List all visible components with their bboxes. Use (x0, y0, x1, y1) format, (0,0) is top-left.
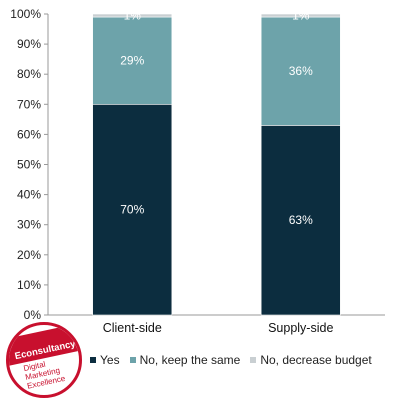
legend: Yes No, keep the same No, decrease budget (90, 353, 372, 367)
bar-segment (260, 125, 341, 316)
legend-swatch (90, 357, 96, 363)
legend-item: Yes (90, 353, 120, 367)
y-tick-label: 90% (17, 37, 41, 51)
x-category-label: Client-side (103, 321, 162, 335)
bar-segment (260, 16, 341, 126)
legend-label: Yes (100, 353, 120, 367)
data-label: 1% (124, 9, 142, 23)
data-label: 1% (292, 9, 310, 23)
y-tick-label: 30% (17, 218, 41, 232)
x-category-label: Supply-side (268, 321, 333, 335)
legend-label: No, decrease budget (260, 353, 372, 367)
y-tick-label: 40% (17, 188, 41, 202)
legend-item: No, decrease budget (250, 353, 372, 367)
y-tick-label: 20% (17, 248, 41, 262)
y-tick-label: 10% (17, 278, 41, 292)
legend-label: No, keep the same (139, 353, 241, 367)
econsultancy-logo: Econsultancy Digital Marketing Excellenc… (6, 322, 82, 398)
y-tick-label: 70% (17, 97, 41, 111)
bar-segment (92, 16, 173, 105)
data-label: 63% (289, 213, 313, 227)
y-tick-label: 80% (17, 67, 41, 81)
bar-segment (92, 13, 173, 18)
legend-item: No, keep the same (129, 353, 241, 367)
y-tick-label: 100% (10, 7, 41, 21)
y-tick-label: 0% (24, 308, 42, 322)
data-label: 29% (120, 54, 144, 68)
legend-swatch (250, 357, 257, 363)
y-tick-label: 50% (17, 158, 41, 172)
data-label: 70% (120, 203, 144, 217)
bar-segment (260, 13, 341, 18)
legend-swatch (129, 357, 136, 363)
bar-segment (92, 104, 173, 316)
data-label: 36% (289, 64, 313, 78)
y-tick-label: 60% (17, 127, 41, 141)
